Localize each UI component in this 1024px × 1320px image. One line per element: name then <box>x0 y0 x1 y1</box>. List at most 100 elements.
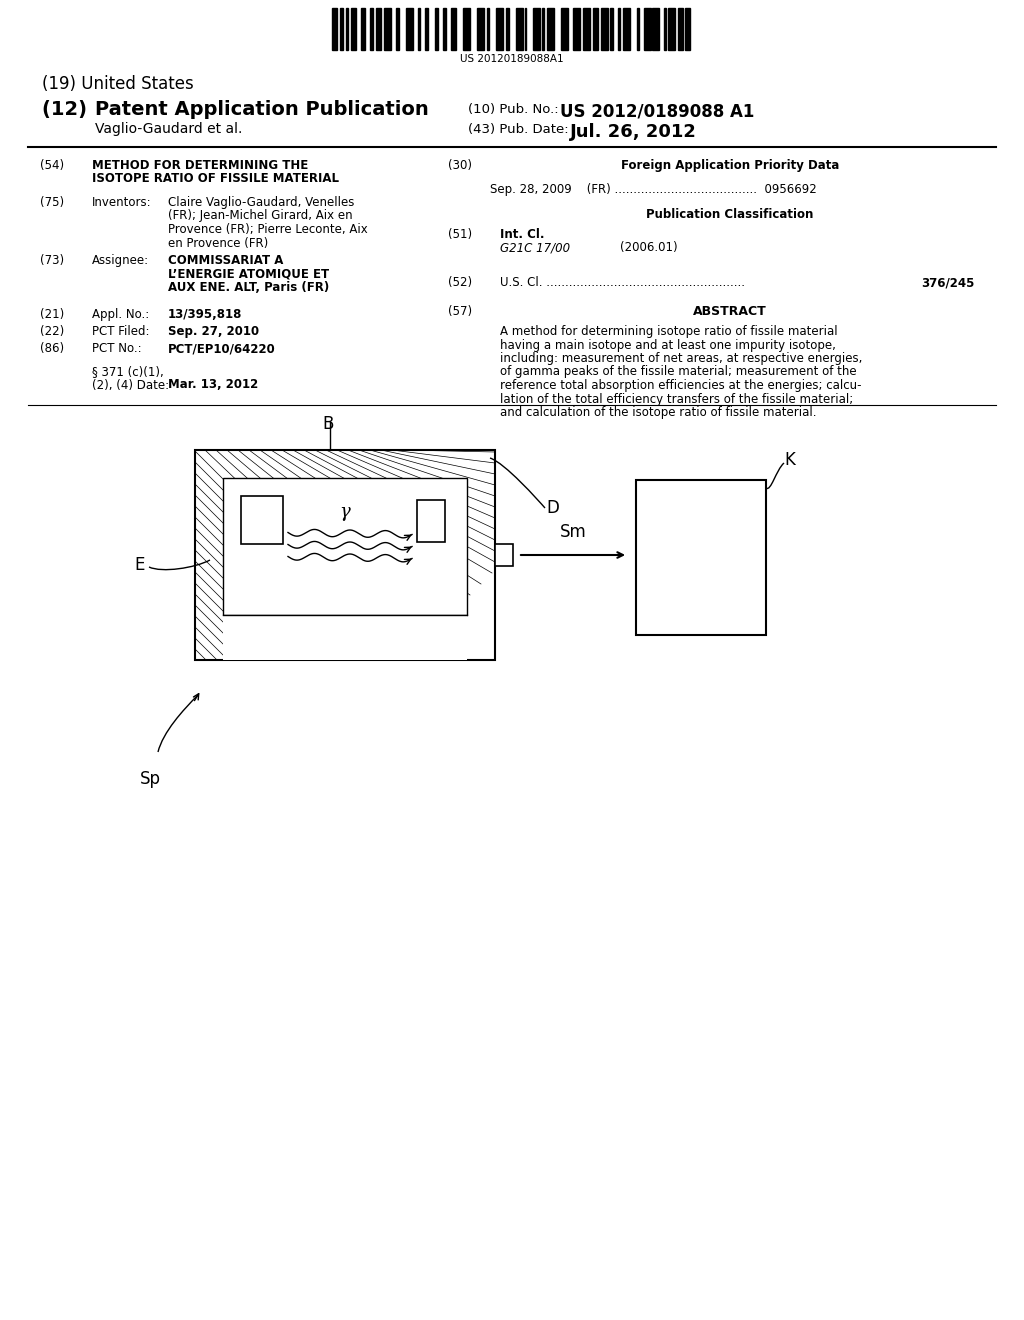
Text: Inventors:: Inventors: <box>92 195 152 209</box>
Text: (22): (22) <box>40 325 65 338</box>
Text: PCT No.:: PCT No.: <box>92 342 141 355</box>
Text: Claire Vaglio-Gaudard, Venelles: Claire Vaglio-Gaudard, Venelles <box>168 195 354 209</box>
Text: ABSTRACT: ABSTRACT <box>693 305 767 318</box>
Text: (10) Pub. No.:: (10) Pub. No.: <box>468 103 559 116</box>
Text: (2006.01): (2006.01) <box>620 242 678 255</box>
Bar <box>636 480 766 635</box>
Bar <box>601 8 608 50</box>
Bar <box>351 8 356 50</box>
Text: Publication Classification: Publication Classification <box>646 209 814 220</box>
Bar <box>241 496 283 544</box>
Text: E: E <box>134 556 145 574</box>
Text: US 2012/0189088 A1: US 2012/0189088 A1 <box>560 103 755 121</box>
Text: including: measurement of net areas, at respective energies,: including: measurement of net areas, at … <box>500 352 862 366</box>
Text: Jul. 26, 2012: Jul. 26, 2012 <box>570 123 697 141</box>
Text: and calculation of the isotope ratio of fissile material.: and calculation of the isotope ratio of … <box>500 407 816 418</box>
Text: Sm: Sm <box>560 523 587 541</box>
Text: K: K <box>784 451 795 469</box>
Bar <box>376 8 381 50</box>
Text: Provence (FR); Pierre Leconte, Aix: Provence (FR); Pierre Leconte, Aix <box>168 223 368 236</box>
Text: Mar. 13, 2012: Mar. 13, 2012 <box>168 379 258 392</box>
Text: PCT/EP10/64220: PCT/EP10/64220 <box>168 342 275 355</box>
Text: D: D <box>546 499 559 517</box>
Bar <box>332 8 337 50</box>
Bar <box>669 8 675 50</box>
Text: Sp: Sp <box>140 770 161 788</box>
Bar <box>223 478 467 615</box>
Bar <box>618 8 620 50</box>
Bar <box>223 615 467 660</box>
Text: (73): (73) <box>40 253 65 267</box>
Text: 13/395,818: 13/395,818 <box>168 308 243 321</box>
Bar <box>487 8 488 50</box>
Text: METHOD FOR DETERMINING THE: METHOD FOR DETERMINING THE <box>92 158 308 172</box>
Bar <box>346 8 348 50</box>
Text: Assignee:: Assignee: <box>92 253 150 267</box>
Text: § 371 (c)(1),: § 371 (c)(1), <box>92 366 164 378</box>
Bar <box>583 8 590 50</box>
Text: U.S. Cl. .....................................................: U.S. Cl. ...............................… <box>500 276 745 289</box>
Text: (12): (12) <box>42 100 94 119</box>
Text: γ: γ <box>340 503 350 521</box>
Bar <box>361 8 365 50</box>
Bar <box>340 8 343 50</box>
Text: (75): (75) <box>40 195 65 209</box>
Bar <box>561 8 568 50</box>
Bar <box>652 8 659 50</box>
Bar <box>547 8 554 50</box>
Text: ISOTOPE RATIO OF FISSILE MATERIAL: ISOTOPE RATIO OF FISSILE MATERIAL <box>92 173 339 186</box>
Text: (54): (54) <box>40 158 65 172</box>
Text: (86): (86) <box>40 342 65 355</box>
Text: Sep. 28, 2009    (FR) ......................................  0956692: Sep. 28, 2009 (FR) .....................… <box>490 183 817 197</box>
Bar <box>452 8 456 50</box>
Bar <box>463 8 470 50</box>
Text: (51): (51) <box>449 228 472 242</box>
Bar <box>443 8 446 50</box>
Text: reference total absorption efficiencies at the energies; calcu-: reference total absorption efficiencies … <box>500 379 861 392</box>
Bar <box>396 8 399 50</box>
Text: (52): (52) <box>449 276 472 289</box>
Bar <box>506 8 509 50</box>
Text: (FR); Jean-Michel Girard, Aix en: (FR); Jean-Michel Girard, Aix en <box>168 210 352 223</box>
Text: G21C 17/00: G21C 17/00 <box>500 242 570 255</box>
Bar <box>593 8 598 50</box>
Bar <box>623 8 630 50</box>
Text: (21): (21) <box>40 308 65 321</box>
Text: B: B <box>323 414 334 433</box>
Text: L’ENERGIE ATOMIQUE ET: L’ENERGIE ATOMIQUE ET <box>168 268 329 281</box>
Text: COMMISSARIAT A: COMMISSARIAT A <box>168 253 284 267</box>
Text: of gamma peaks of the fissile material; measurement of the: of gamma peaks of the fissile material; … <box>500 366 857 379</box>
Text: Vaglio-Gaudard et al.: Vaglio-Gaudard et al. <box>95 121 243 136</box>
Bar <box>516 8 522 50</box>
Bar <box>425 8 428 50</box>
Bar <box>644 8 650 50</box>
Text: en Provence (FR): en Provence (FR) <box>168 236 268 249</box>
Bar <box>370 8 373 50</box>
Text: (2), (4) Date:: (2), (4) Date: <box>92 379 169 392</box>
Text: Int. Cl.: Int. Cl. <box>500 228 545 242</box>
Bar <box>406 8 413 50</box>
Bar <box>685 8 690 50</box>
Text: PCT Filed:: PCT Filed: <box>92 325 150 338</box>
Bar <box>417 500 445 543</box>
Text: (57): (57) <box>449 305 472 318</box>
Text: (19) United States: (19) United States <box>42 75 194 92</box>
Bar <box>418 8 420 50</box>
Bar <box>524 8 526 50</box>
Text: Foreign Application Priority Data: Foreign Application Priority Data <box>621 158 840 172</box>
Text: Appl. No.:: Appl. No.: <box>92 308 150 321</box>
Text: lation of the total efficiency transfers of the fissile material;: lation of the total efficiency transfers… <box>500 392 853 405</box>
Bar <box>637 8 639 50</box>
Bar <box>572 8 580 50</box>
Bar <box>678 8 683 50</box>
Text: (30): (30) <box>449 158 472 172</box>
Bar <box>610 8 613 50</box>
Bar <box>495 544 513 566</box>
Bar <box>534 8 541 50</box>
Bar <box>195 450 495 660</box>
Text: A method for determining isotope ratio of fissile material: A method for determining isotope ratio o… <box>500 325 838 338</box>
Bar <box>384 8 391 50</box>
Bar <box>542 8 544 50</box>
Text: 376/245: 376/245 <box>922 276 975 289</box>
Bar <box>477 8 483 50</box>
